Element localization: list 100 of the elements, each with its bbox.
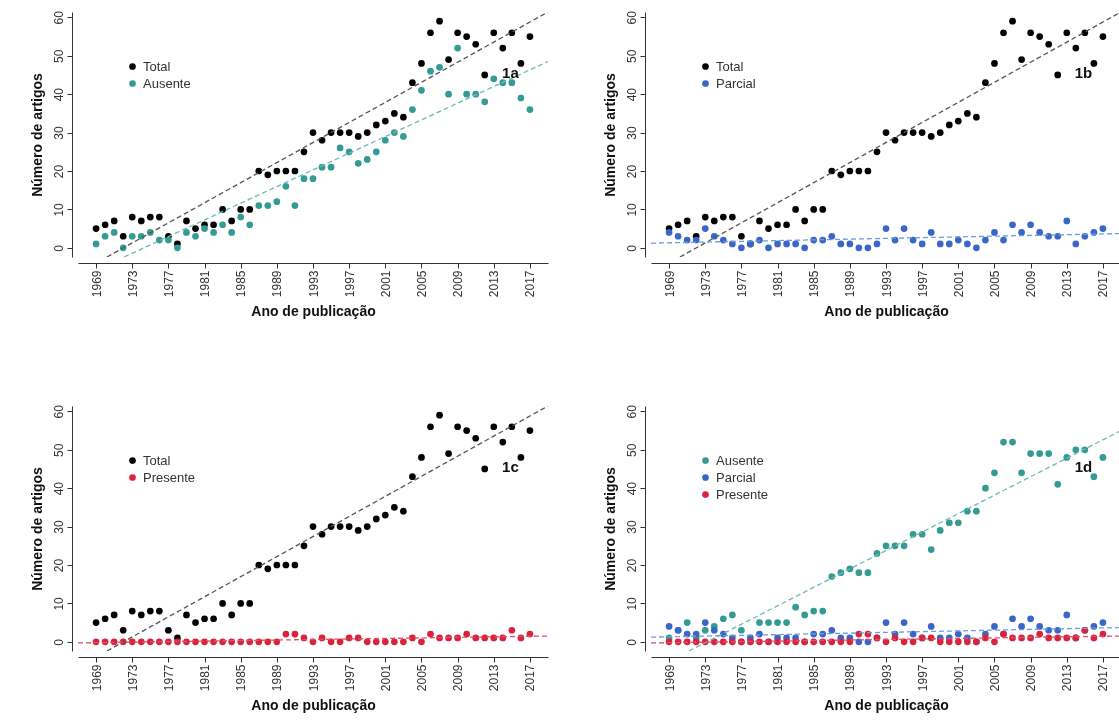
- annotation: 1b: [1074, 64, 1093, 82]
- x-tick-label: 1993: [879, 664, 894, 692]
- x-tick-label: 1973: [125, 270, 140, 298]
- legend-label: Parcial: [716, 469, 756, 485]
- y-tick-label: 40: [624, 87, 639, 102]
- x-tick-label: 1981: [198, 664, 213, 692]
- x-tick-label: 2017: [1096, 270, 1111, 298]
- x-tick-label: 2001: [378, 270, 393, 298]
- y-axis-title: Número de artigos: [28, 466, 45, 591]
- x-tick-label: 1993: [306, 664, 321, 692]
- x-tick-label: 1977: [161, 270, 176, 298]
- y-tick-label: 0: [624, 244, 639, 252]
- x-tick-label: 1989: [843, 664, 858, 692]
- x-tick-label: 1993: [879, 270, 894, 298]
- x-tick-label: 2013: [487, 270, 502, 298]
- legend-label: Parcial: [716, 75, 756, 91]
- legend-label: Total: [143, 452, 171, 468]
- x-tick-label: 1969: [89, 270, 104, 298]
- x-tick-label: 1969: [662, 270, 677, 298]
- x-tick-label: 2017: [1096, 664, 1111, 692]
- x-tick-label: 1997: [915, 270, 930, 298]
- x-tick-label: 1989: [843, 270, 858, 298]
- y-tick-label: 10: [624, 596, 639, 611]
- y-tick-label: 60: [624, 404, 639, 419]
- x-tick-label: 2013: [1060, 270, 1075, 298]
- x-axis-title: Ano de publicação: [251, 697, 376, 714]
- x-tick-label: 2001: [951, 270, 966, 298]
- x-axis-title: Ano de publicação: [824, 303, 949, 320]
- y-tick-label: 20: [624, 164, 639, 179]
- x-tick-label: 1977: [161, 664, 176, 692]
- x-tick-label: 1997: [915, 664, 930, 692]
- y-tick-label: 30: [51, 126, 66, 140]
- y-axis-title: Número de artigos: [601, 466, 618, 591]
- y-tick-label: 0: [51, 244, 66, 252]
- y-axis-title: Número de artigos: [601, 72, 618, 197]
- legend-label: Ausente: [143, 75, 191, 91]
- x-tick-label: 2013: [487, 664, 502, 692]
- x-tick-label: 1969: [662, 664, 677, 692]
- x-tick-label: 2009: [451, 664, 466, 692]
- x-tick-label: 2009: [1024, 664, 1039, 692]
- y-tick-label: 10: [51, 202, 66, 217]
- y-tick-label: 10: [51, 596, 66, 611]
- x-tick-label: 2009: [451, 270, 466, 298]
- x-tick-label: 1985: [234, 664, 249, 692]
- y-tick-label: 50: [624, 49, 639, 63]
- y-tick-label: 20: [51, 164, 66, 179]
- x-tick-label: 2005: [414, 664, 429, 692]
- y-tick-label: 60: [624, 10, 639, 25]
- x-tick-label: 1997: [342, 664, 357, 692]
- annotation: 1d: [1074, 458, 1093, 476]
- y-tick-label: 40: [51, 481, 66, 496]
- y-tick-label: 60: [51, 404, 66, 419]
- y-tick-label: 50: [51, 443, 66, 457]
- x-tick-label: 1973: [698, 270, 713, 298]
- legend-label: Presente: [716, 486, 769, 502]
- y-axis-title: Número de artigos: [28, 72, 45, 197]
- x-tick-label: 1977: [734, 664, 749, 692]
- x-tick-label: 1981: [771, 664, 786, 692]
- x-tick-label: 1973: [125, 664, 140, 692]
- x-tick-label: 2001: [378, 664, 393, 692]
- x-tick-label: 2001: [951, 664, 966, 692]
- x-tick-label: 2017: [523, 270, 538, 298]
- y-tick-label: 20: [624, 558, 639, 573]
- x-tick-label: 1981: [198, 270, 213, 298]
- x-tick-label: 2009: [1024, 270, 1039, 298]
- x-tick-label: 2005: [987, 270, 1002, 298]
- legend-label: Total: [143, 58, 171, 74]
- y-tick-label: 30: [624, 126, 639, 140]
- x-tick-label: 2005: [414, 270, 429, 298]
- x-tick-label: 1997: [342, 270, 357, 298]
- x-tick-label: 2017: [523, 664, 538, 692]
- y-tick-label: 0: [624, 638, 639, 646]
- x-tick-label: 1985: [234, 270, 249, 298]
- x-tick-label: 1969: [89, 664, 104, 692]
- x-tick-label: 1985: [807, 664, 822, 692]
- y-tick-label: 60: [51, 10, 66, 25]
- x-axis-title: Ano de publicação: [251, 303, 376, 320]
- annotation: 1a: [502, 64, 520, 82]
- legend-label: Total: [716, 58, 744, 74]
- x-tick-label: 1973: [698, 664, 713, 692]
- x-tick-label: 1985: [807, 270, 822, 298]
- x-tick-label: 1993: [306, 270, 321, 298]
- y-tick-label: 30: [624, 520, 639, 534]
- x-tick-label: 1977: [734, 270, 749, 298]
- annotation: 1c: [502, 458, 519, 476]
- y-tick-label: 20: [51, 558, 66, 573]
- y-tick-label: 10: [624, 202, 639, 217]
- x-tick-label: 1989: [270, 664, 285, 692]
- legend-label: Presente: [143, 469, 196, 485]
- y-tick-label: 30: [51, 520, 66, 534]
- y-tick-label: 40: [624, 481, 639, 496]
- y-tick-label: 50: [51, 49, 66, 63]
- y-tick-label: 50: [624, 443, 639, 457]
- x-axis-title: Ano de publicação: [824, 697, 949, 714]
- y-tick-label: 40: [51, 87, 66, 102]
- y-tick-label: 0: [51, 638, 66, 646]
- x-tick-label: 2005: [987, 664, 1002, 692]
- legend-label: Ausente: [716, 452, 764, 468]
- x-tick-label: 1989: [270, 270, 285, 298]
- x-tick-label: 2013: [1060, 664, 1075, 692]
